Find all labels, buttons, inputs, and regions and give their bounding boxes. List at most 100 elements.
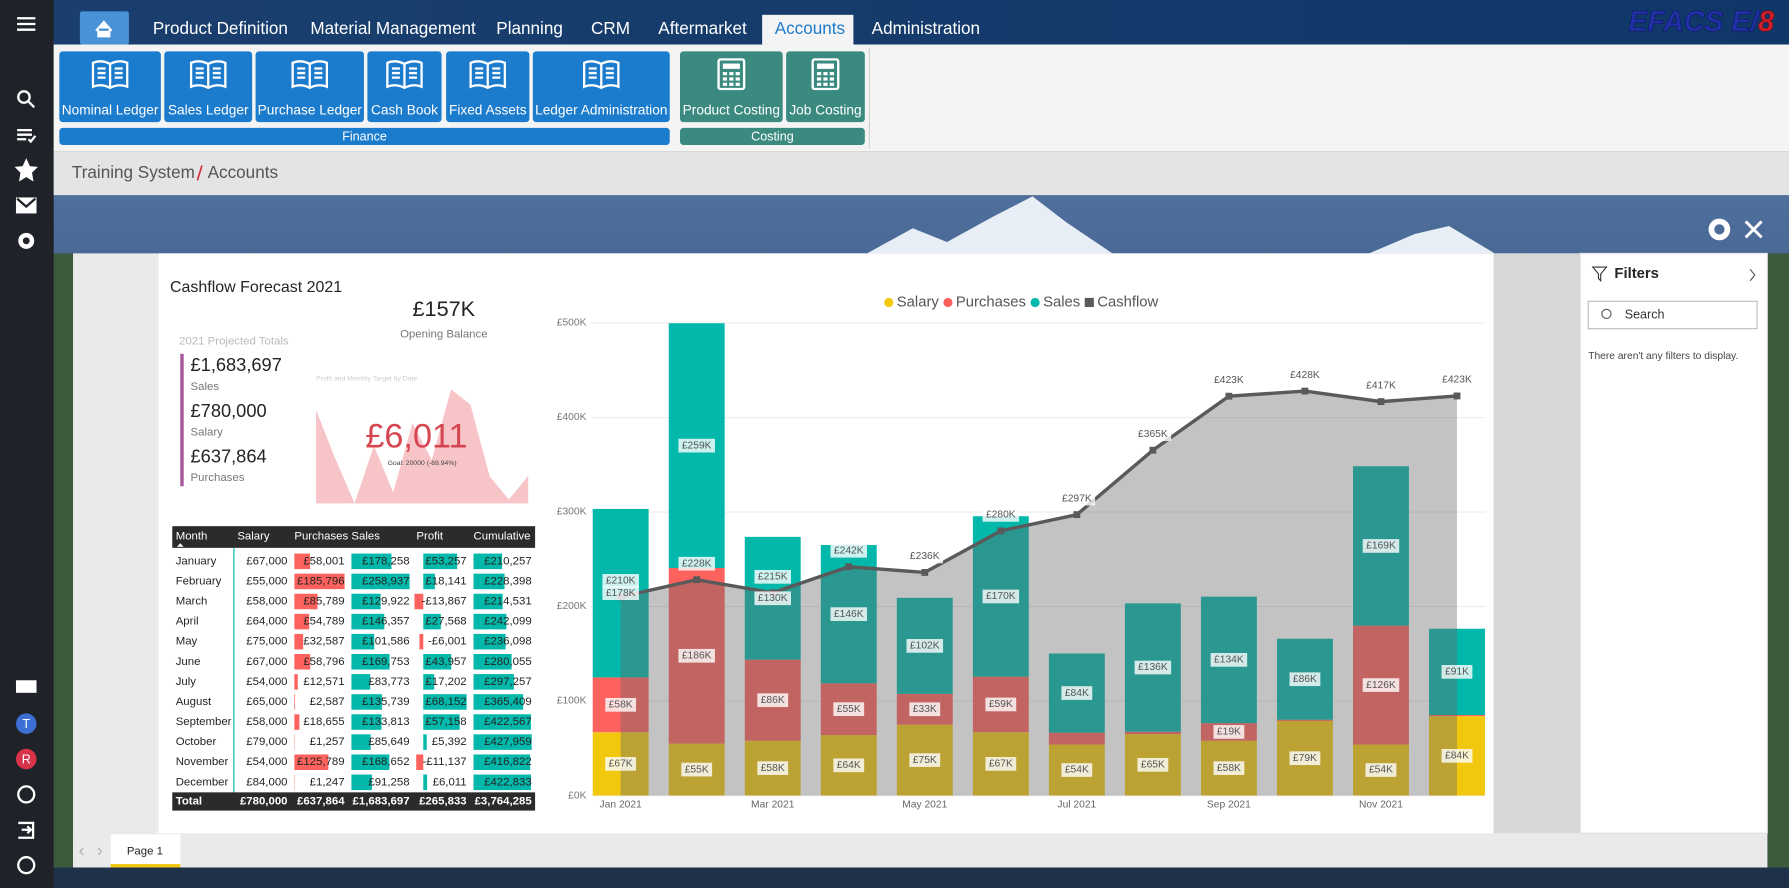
user-badge[interactable] [15,713,37,734]
favourites-icon[interactable] [14,158,38,182]
table-data-bar [473,573,505,590]
table-data-bar [351,774,372,791]
table-data-bar [473,754,531,770]
data-label-bg [754,591,791,606]
table-header-cell[interactable]: Sales [351,530,380,542]
table-header-cell[interactable]: Salary [237,530,270,542]
settings-icon[interactable] [18,232,35,249]
legend-marker [884,297,894,308]
ribbon-button[interactable] [786,51,865,123]
ribbon-button-label[interactable]: Job Costing [789,102,861,117]
nav-tab[interactable]: Administration [872,19,980,38]
table-cell: £210,257 [484,555,532,567]
opening-balance-label: Opening Balance [400,328,487,340]
search-icon[interactable] [17,90,31,104]
table-data-bar [473,714,531,730]
ribbon-button-label[interactable]: Fixed Assets [449,102,527,117]
data-label: £280K [986,510,1016,521]
data-label: £86K [1293,674,1317,685]
table-cell: £64,000 [246,616,287,628]
table-cell: £427,959 [484,736,532,748]
filter-search-box[interactable] [1587,300,1758,330]
table-header-cell[interactable]: Profit [416,530,443,542]
data-label-bg [1210,653,1248,667]
table-cell: £58,000 [246,596,287,608]
ribbon-button-label[interactable]: Purchase Ledger [258,102,363,117]
table-data-bar [423,674,435,690]
table-data-bar [473,694,524,710]
legend-label[interactable]: Cashflow [1097,294,1158,310]
profit-kpi: £6,011 [365,417,467,455]
table-header-cell[interactable]: Purchases [294,530,348,542]
data-label: £236K [910,551,940,562]
sidebar-icons [14,17,38,875]
table-cell: £91,258 [368,776,409,788]
filter-search-placeholder[interactable]: Search [1625,307,1665,321]
ribbon-button-label[interactable]: Product Costing [683,102,780,117]
data-label-bg [1134,660,1172,675]
ribbon-button-label[interactable]: Cash Book [371,102,438,117]
table-header-cell[interactable]: Cumulative [473,530,530,542]
legend-label[interactable]: Sales [1043,294,1080,310]
nav-tab[interactable]: Material Management [310,19,476,38]
legend-label[interactable]: Purchases [956,294,1026,310]
data-label-bg [830,543,868,558]
table-total-cell: £780,000 [240,795,288,807]
ribbon-button[interactable] [680,51,783,123]
data-label: £169K [1366,541,1396,552]
nav-tab[interactable]: CRM [591,19,630,38]
line-marker [693,576,701,584]
data-label-bg [1137,757,1169,772]
info-icon[interactable] [17,856,36,875]
menu-icon[interactable] [17,17,36,31]
nav-tab[interactable]: Planning [496,19,563,38]
nav-tab[interactable]: Aftermarket [658,19,747,38]
table-cell: £422,567 [484,716,532,728]
table-cell: March [176,596,208,608]
close-button[interactable] [1744,220,1763,239]
tasks-icon[interactable] [17,128,37,144]
logout-icon[interactable] [18,821,35,839]
table-cell: July [176,676,197,688]
table-cell: November [176,756,229,768]
nav-tab[interactable]: Accounts [775,19,845,38]
data-label-bg [1362,378,1400,393]
data-label-bg [602,586,639,601]
data-label-bg [757,761,789,775]
line-marker [1301,387,1309,395]
ribbon-button-label[interactable]: Sales Ledger [168,102,249,117]
page-nav[interactable] [79,847,103,856]
page-tab-label[interactable]: Page 1 [127,845,163,857]
help-icon[interactable] [17,785,36,804]
table-data-bar [423,654,452,670]
ribbon-button-label[interactable]: Nominal Ledger [62,102,159,117]
table-total-cell: Total [176,795,202,807]
data-label-bg [1286,368,1324,382]
print-icon[interactable] [15,680,37,693]
report-settings[interactable] [1708,218,1731,241]
data-label-bg [833,758,865,773]
data-label: £59K [989,699,1013,710]
ribbon-button-label[interactable]: Ledger Administration [535,102,667,117]
page-tab[interactable] [110,834,181,868]
table-cell: £185,796 [297,575,345,587]
breadcrumb-bar [53,151,1789,196]
data-label: £75K [913,755,937,766]
nav-tab[interactable]: Product Definition [153,19,288,38]
data-label: £84K [1445,751,1469,762]
user-badge[interactable] [15,748,37,770]
line-marker [1377,398,1385,406]
table-header-cell[interactable]: Month [176,530,208,542]
table-data-bar [351,694,382,710]
data-label: £365K [1138,429,1168,440]
logo-main: EFACS E/ [1628,5,1761,37]
report-margin [1493,253,1581,834]
filters-collapse[interactable] [1749,269,1756,282]
x-tick-label: Nov 2021 [1359,799,1403,810]
data-label: £58K [609,700,633,711]
data-label: £79K [1293,753,1317,764]
table-cell: £43,957 [425,656,466,668]
breadcrumb-item[interactable]: Training System [72,163,195,182]
y-tick-label: £500K [557,318,587,329]
legend-label[interactable]: Salary [897,294,940,310]
